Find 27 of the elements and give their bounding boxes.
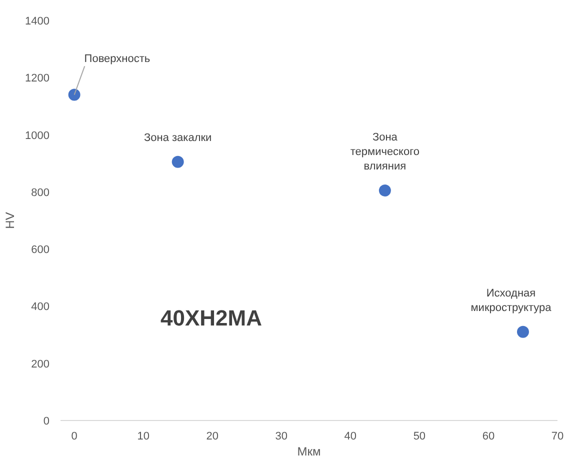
annotation: Поверхность [84, 52, 150, 65]
y-tick-label: 600 [31, 244, 50, 256]
y-tick-label: 1200 [25, 72, 50, 85]
x-axis-title: Мкм [297, 444, 321, 458]
y-tick-label: 0 [43, 416, 50, 428]
point [68, 88, 80, 101]
x-tick-label: 70 [551, 430, 564, 442]
x-tick-label: 50 [413, 430, 426, 442]
x-tick-label: 20 [206, 430, 218, 442]
x-tick-label: 40 [344, 430, 357, 442]
x-tick-label: 10 [137, 430, 150, 442]
point [378, 184, 391, 196]
y-tick-label: 1400 [25, 16, 50, 28]
annotation: Зона термического влияния [350, 132, 420, 172]
point [172, 156, 184, 168]
point [516, 326, 529, 338]
x-tick-label: 30 [275, 430, 288, 442]
y-tick-label: 1000 [25, 130, 50, 142]
y-tick-label: 400 [31, 301, 50, 314]
x-tick-label: 60 [482, 430, 495, 442]
annotation: Зона закалки [144, 132, 212, 144]
annotation: 40XH2MA [160, 306, 262, 330]
x-tick-label: 0 [71, 430, 78, 442]
y-tick-label: 800 [31, 186, 50, 199]
y-tick-label: 200 [31, 358, 50, 370]
annotation: Исходная микроструктура [470, 288, 552, 314]
y-axis-title: HV [3, 212, 18, 229]
